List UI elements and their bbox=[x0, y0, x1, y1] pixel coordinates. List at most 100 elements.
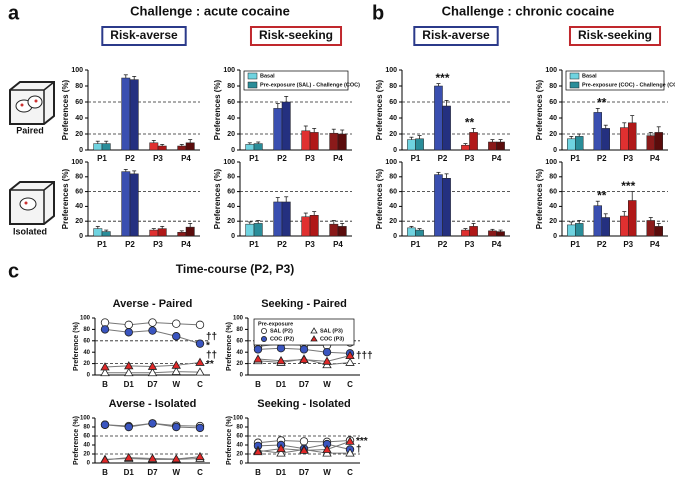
legend-swatch bbox=[569, 72, 580, 80]
y-tick-label: 60 bbox=[83, 434, 90, 440]
chart-title: Risk-averse bbox=[422, 28, 490, 42]
significance-label: †† bbox=[206, 331, 217, 342]
y-axis-label: Preferences (%) bbox=[375, 168, 384, 229]
title-box bbox=[249, 26, 343, 46]
chart-title: Risk-seeking bbox=[578, 28, 652, 42]
y-axis-label: Preferences (%) bbox=[535, 168, 544, 229]
legend-swatch bbox=[247, 81, 258, 89]
chart-title: Averse - Paired bbox=[113, 298, 193, 310]
bar bbox=[273, 108, 283, 151]
point bbox=[100, 455, 110, 464]
point bbox=[100, 367, 110, 377]
y-tick-label: 100 bbox=[385, 159, 397, 166]
bar bbox=[442, 105, 451, 151]
y-tick-label: 20 bbox=[75, 131, 83, 138]
x-tick-label: P3 bbox=[465, 154, 475, 163]
x-tick-label: C bbox=[347, 468, 353, 477]
panel-label: b bbox=[372, 2, 384, 24]
y-tick-label: 40 bbox=[227, 115, 235, 122]
bar bbox=[628, 200, 637, 237]
y-tick-label: 80 bbox=[75, 83, 83, 90]
x-tick-label: P3 bbox=[305, 154, 315, 163]
y-tick-label: 0 bbox=[553, 233, 557, 240]
legend-label: SAL (P3) bbox=[320, 328, 343, 334]
y-tick-label: 80 bbox=[549, 83, 557, 90]
y-tick-label: 60 bbox=[75, 99, 83, 106]
point bbox=[124, 320, 133, 330]
y-axis-label: Preferences (%) bbox=[213, 79, 222, 140]
y-tick-label: 0 bbox=[87, 373, 91, 379]
panel-label: c bbox=[8, 260, 19, 282]
point bbox=[345, 357, 355, 366]
point bbox=[299, 345, 309, 354]
y-tick-label: 100 bbox=[80, 416, 91, 422]
point bbox=[124, 361, 134, 370]
point bbox=[253, 354, 263, 363]
y-tick-label: 0 bbox=[393, 147, 397, 154]
point bbox=[100, 325, 110, 334]
y-tick-label: 20 bbox=[83, 452, 90, 458]
x-tick-label: D7 bbox=[299, 468, 310, 477]
bar bbox=[488, 230, 497, 237]
x-tick-label: P1 bbox=[570, 240, 580, 249]
legend-label: COC (P3) bbox=[320, 336, 344, 342]
y-axis-label: Preference (%) bbox=[226, 322, 233, 371]
significance-label: ** bbox=[597, 96, 607, 110]
y-tick-label: 40 bbox=[83, 350, 90, 356]
y-tick-label: 40 bbox=[83, 443, 90, 449]
y-tick-label: 20 bbox=[236, 452, 243, 458]
x-tick-label: D1 bbox=[276, 468, 287, 477]
bar bbox=[101, 143, 111, 151]
x-tick-label: P3 bbox=[465, 240, 475, 249]
x-tick-label: P4 bbox=[333, 240, 343, 249]
bar bbox=[461, 229, 470, 237]
x-tick-label: P3 bbox=[623, 154, 633, 163]
bar bbox=[177, 232, 187, 237]
legend-label: Pre-exposure (COC) - Challenge (COC) bbox=[582, 82, 675, 88]
y-tick-label: 60 bbox=[549, 188, 557, 195]
legend-label: COC (P2) bbox=[270, 336, 294, 342]
y-tick-label: 100 bbox=[233, 416, 244, 422]
chart-title: Seeking - Isolated bbox=[257, 398, 351, 410]
point bbox=[195, 451, 205, 461]
y-tick-label: 80 bbox=[236, 327, 243, 333]
point bbox=[345, 448, 355, 457]
x-tick-label: P3 bbox=[153, 154, 163, 163]
y-tick-label: 40 bbox=[236, 350, 243, 356]
y-tick-label: 100 bbox=[545, 159, 557, 166]
bar bbox=[415, 138, 424, 151]
legend-swatch bbox=[247, 72, 258, 80]
panel-label: a bbox=[8, 2, 20, 24]
legend-box bbox=[253, 318, 355, 346]
bar bbox=[273, 201, 283, 237]
point bbox=[322, 348, 332, 357]
point bbox=[253, 446, 263, 456]
legend: Basal Pre-exposure (COC) - Challenge (COC… bbox=[565, 70, 675, 91]
bar bbox=[101, 231, 111, 237]
chart-title: Seeking - Paired bbox=[261, 298, 347, 310]
point bbox=[148, 318, 157, 327]
point bbox=[148, 419, 157, 428]
x-tick-label: B bbox=[102, 380, 108, 389]
paired-icon bbox=[9, 81, 55, 125]
y-tick-label: 20 bbox=[227, 131, 235, 138]
bar bbox=[654, 226, 663, 237]
x-tick-label: C bbox=[197, 468, 203, 477]
bar bbox=[593, 112, 602, 151]
y-tick-label: 100 bbox=[233, 316, 244, 322]
bar bbox=[185, 142, 195, 151]
y-tick-label: 80 bbox=[227, 174, 235, 181]
point bbox=[276, 355, 286, 365]
bar bbox=[601, 217, 610, 237]
bar bbox=[281, 101, 291, 151]
x-tick-label: D7 bbox=[147, 468, 158, 477]
bar bbox=[149, 142, 159, 151]
x-tick-label: P4 bbox=[181, 240, 191, 249]
y-tick-label: 20 bbox=[83, 361, 90, 367]
y-tick-label: 40 bbox=[389, 203, 397, 210]
bar bbox=[654, 132, 663, 151]
y-tick-label: 0 bbox=[79, 147, 83, 154]
title-box bbox=[568, 26, 662, 46]
bar bbox=[309, 132, 319, 151]
y-tick-label: 80 bbox=[227, 83, 235, 90]
